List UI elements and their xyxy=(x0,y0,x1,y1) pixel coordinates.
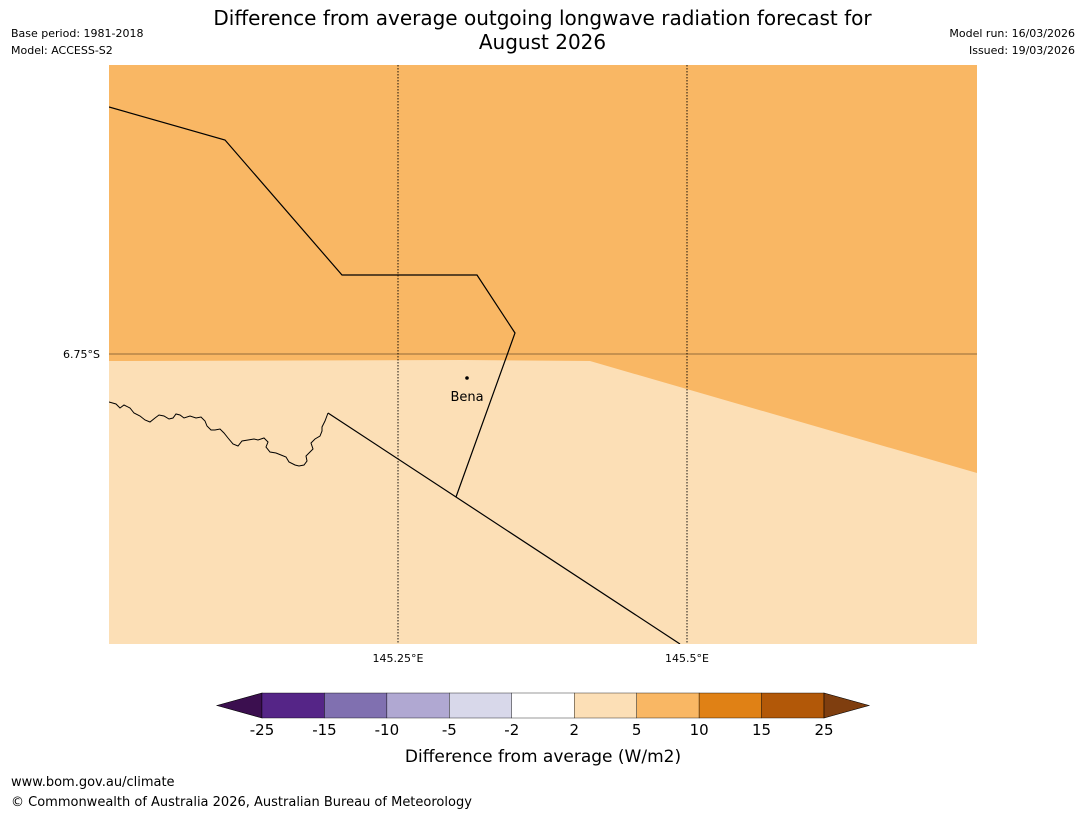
colorbar-tick-label: 2 xyxy=(569,721,579,739)
colorbar-label: Difference from average (W/m2) xyxy=(405,747,681,767)
colorbar-tick-label: -10 xyxy=(375,721,400,739)
dot-marker-icon xyxy=(465,376,469,380)
title-line-1: Difference from average outgoing longwav… xyxy=(213,6,872,30)
map-upper-region xyxy=(109,65,977,473)
colorbar-bin xyxy=(324,692,388,719)
colorbar-tick-label: 15 xyxy=(752,721,771,739)
model-run-text: Model run: 16/03/2026 xyxy=(949,27,1075,40)
colorbar-bin xyxy=(261,692,325,719)
footer-url: www.bom.gov.au/climate xyxy=(11,775,175,790)
longitude-label-1: 145.25°E xyxy=(373,652,424,665)
place-label-bena: Bena xyxy=(450,390,483,405)
model-text: Model: ACCESS-S2 xyxy=(11,44,113,57)
page-title: Difference from average outgoing longwav… xyxy=(0,6,1085,54)
coastline xyxy=(109,401,329,467)
colorbar-tick-label: -15 xyxy=(312,721,337,739)
colorbar-tick-label: 5 xyxy=(632,721,642,739)
colorbar-bin xyxy=(449,692,512,719)
title-line-2: August 2026 xyxy=(478,30,607,54)
colorbar-extend-below xyxy=(215,692,263,719)
colorbar-legend: -25 -15 -10 -5 -2 2 5 10 15 25 Difference from av… xyxy=(215,692,871,767)
colorbar-bin xyxy=(386,692,450,719)
issued-text: Issued: 19/03/2026 xyxy=(968,44,1075,57)
base-period-text: Base period: 1981-2018 xyxy=(11,27,144,40)
colorbar-bin xyxy=(511,692,575,719)
longitude-label-2: 145.5°E xyxy=(665,652,709,665)
boundary-line-north xyxy=(109,106,516,498)
colorbar-tick-label: 25 xyxy=(814,721,833,739)
header-meta-right: Model run: 16/03/2026 Issued: 19/03/2026 xyxy=(949,25,1075,59)
colorbar-bin xyxy=(698,692,762,719)
colorbar-tick-label: -5 xyxy=(442,721,457,739)
colorbar-bin xyxy=(761,692,825,719)
colorbar-bin xyxy=(636,692,700,719)
colorbar-tick-label: -2 xyxy=(504,721,519,739)
colorbar-tick-label: -25 xyxy=(250,721,275,739)
colorbar-tick-label: 10 xyxy=(690,721,709,739)
latitude-label: 6.75°S xyxy=(63,348,100,361)
header-meta-left: Base period: 1981-2018 Model: ACCESS-S2 xyxy=(11,25,143,59)
boundary-line-south xyxy=(327,412,681,644)
footer-copyright: © Commonwealth of Australia 2026, Austra… xyxy=(11,795,472,810)
colorbar-extend-above xyxy=(823,692,871,719)
forecast-map: Bena 6.75°S 145.25°E 145.5°E xyxy=(63,65,977,665)
colorbar-bin xyxy=(574,692,637,719)
